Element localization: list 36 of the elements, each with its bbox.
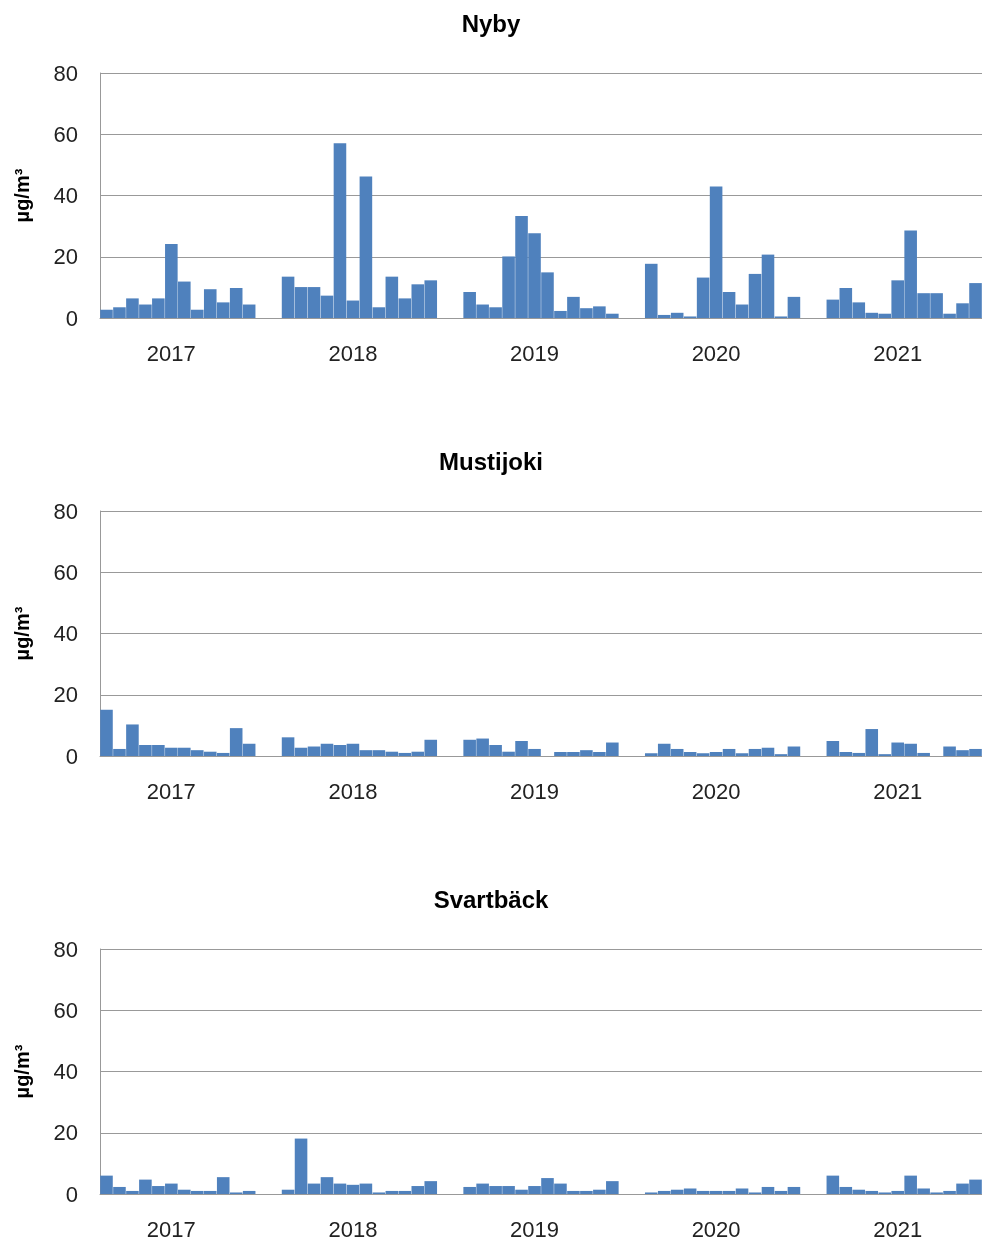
x-tick-label: 2020 bbox=[691, 1216, 741, 1242]
x-tick-label: 2018 bbox=[328, 1216, 378, 1242]
y-tick-label: 80 bbox=[53, 498, 78, 524]
x-tick-label: 2021 bbox=[873, 340, 923, 366]
chart-title: Mustijoki bbox=[438, 447, 544, 475]
y-tick-label: 80 bbox=[53, 936, 78, 962]
x-tick-label: 2018 bbox=[328, 340, 378, 366]
x-tick-label: 2019 bbox=[510, 340, 559, 366]
x-tick-label: 2019 bbox=[510, 778, 559, 804]
y-tick-label: 60 bbox=[53, 997, 78, 1023]
y-tick-label: 0 bbox=[65, 743, 78, 769]
chart-title: Nyby bbox=[461, 9, 521, 37]
x-tick-label: 2019 bbox=[510, 1216, 559, 1242]
y-tick-label: 80 bbox=[53, 60, 78, 86]
y-axis-title: µg/m³ bbox=[11, 1044, 33, 1099]
y-tick-label: 20 bbox=[53, 1120, 78, 1146]
y-tick-label: 0 bbox=[65, 1181, 78, 1207]
x-tick-label: 2017 bbox=[146, 340, 196, 366]
x-tick-label: 2018 bbox=[328, 778, 378, 804]
y-tick-label: 40 bbox=[53, 621, 78, 646]
chart-title: Svartbäck bbox=[433, 885, 550, 913]
y-tick-label: 0 bbox=[65, 305, 78, 331]
y-tick-label: 40 bbox=[53, 183, 78, 208]
y-tick-label: 60 bbox=[53, 121, 78, 147]
y-tick-label: 40 bbox=[53, 1059, 78, 1084]
x-tick-label: 2020 bbox=[691, 340, 741, 366]
x-tick-label: 2021 bbox=[873, 778, 923, 804]
x-tick-label: 2020 bbox=[691, 778, 741, 804]
y-tick-label: 20 bbox=[53, 244, 78, 270]
y-axis-title: µg/m³ bbox=[11, 168, 33, 223]
x-tick-label: 2017 bbox=[146, 778, 196, 804]
x-tick-label: 2021 bbox=[873, 1216, 923, 1242]
y-tick-label: 60 bbox=[53, 559, 78, 585]
y-tick-label: 20 bbox=[53, 682, 78, 708]
y-axis-title: µg/m³ bbox=[11, 606, 33, 661]
x-tick-label: 2017 bbox=[146, 1216, 196, 1242]
